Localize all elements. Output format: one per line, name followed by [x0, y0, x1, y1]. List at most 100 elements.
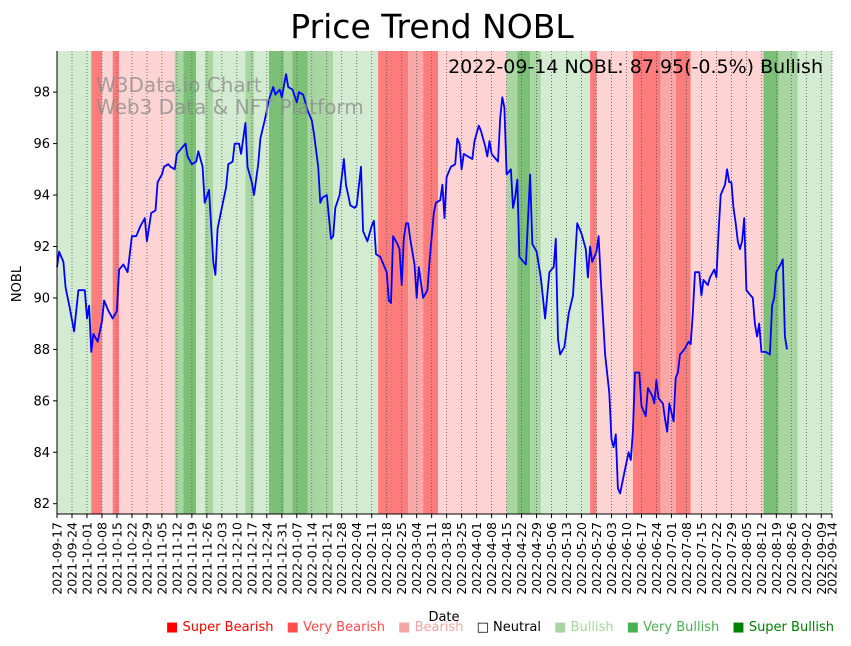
- legend-swatch-icon: ■: [732, 620, 745, 635]
- x-tick-label: 2022-03-18: [439, 522, 454, 595]
- legend-item-bearish: ■ Bearish: [398, 620, 463, 635]
- y-tick-label: 96: [33, 137, 50, 152]
- x-tick-label: 2022-03-04: [409, 522, 424, 595]
- x-tick-label: 2021-10-22: [124, 522, 139, 595]
- x-tick-label: 2022-02-18: [379, 522, 394, 595]
- x-tick-label: 2022-04-15: [499, 522, 514, 595]
- x-tick-label: 2022-02-04: [349, 522, 364, 595]
- watermark: W3Data.io Chart Web3 Data & NFT Platform: [96, 73, 364, 119]
- x-tick-label: 2022-07-01: [664, 522, 679, 595]
- regime-band-super-bearish: [378, 51, 409, 514]
- legend-label: Super Bearish: [182, 620, 274, 635]
- x-tick-label: 2022-07-29: [724, 522, 739, 595]
- x-tick-label: 2022-01-07: [289, 522, 304, 595]
- regime-band-super-bearish: [590, 51, 597, 514]
- regime-band-very-bullish: [283, 51, 293, 514]
- y-tick-label: 90: [33, 291, 50, 306]
- legend-item-very-bearish: ■ Very Bearish: [287, 620, 385, 635]
- legend: ■ Super Bearish ■ Very Bearish ■ Bearish…: [166, 620, 843, 635]
- regime-band-super-bearish: [91, 51, 102, 514]
- x-tick-label: 2022-06-03: [604, 522, 619, 595]
- x-tick-label: 2022-08-05: [739, 522, 754, 595]
- regime-bands: [57, 51, 832, 514]
- x-tick-label: 2022-05-06: [544, 522, 559, 595]
- x-tick-label: 2021-09-17: [50, 522, 65, 595]
- x-tick-label: 2021-11-26: [199, 522, 214, 595]
- regime-band-bullish: [196, 51, 205, 514]
- legend-swatch-icon: □: [476, 620, 489, 635]
- x-tick-label: 2022-05-20: [574, 522, 589, 595]
- x-tick-label: 2021-09-24: [65, 522, 80, 595]
- x-tick-label: 2022-06-24: [649, 522, 664, 595]
- regime-band-super-bearish: [423, 51, 439, 514]
- regime-band-very-bullish: [778, 51, 798, 514]
- price-line: [56, 73, 788, 495]
- regime-band-super-bullish: [517, 51, 531, 514]
- x-tick-label: 2022-03-11: [424, 522, 439, 595]
- x-tick-label: 2022-06-10: [619, 522, 634, 595]
- x-tick-label: 2022-09-14: [825, 522, 840, 595]
- x-tick-label: 2022-04-08: [484, 522, 499, 595]
- x-tick-label: 2021-10-15: [109, 522, 124, 595]
- x-tick-label: 2022-02-25: [394, 522, 409, 595]
- x-tick-label: 2022-08-12: [754, 522, 769, 595]
- x-tick-label: 2022-05-13: [559, 522, 574, 595]
- x-tick-label: 2021-11-05: [154, 522, 169, 595]
- x-tick-label: 2021-10-01: [80, 522, 95, 595]
- regime-band-super-bearish: [112, 51, 120, 514]
- legend-label: Bullish: [570, 620, 614, 635]
- watermark-line-2: Web3 Data & NFT Platform: [96, 95, 364, 119]
- regime-band-bullish: [333, 51, 379, 514]
- legend-label: Very Bullish: [643, 620, 720, 635]
- x-tick-label: 2022-04-22: [514, 522, 529, 595]
- regime-band-super-bullish: [763, 51, 779, 514]
- regime-band-super-bearish: [675, 51, 691, 514]
- legend-swatch-icon: ■: [166, 620, 179, 635]
- y-tick-label: 86: [33, 394, 50, 409]
- status-annotation: 2022-09-14 NOBL: 87.95(-0.5%) Bullish: [448, 56, 823, 78]
- y-tick-label: 98: [33, 86, 50, 101]
- legend-item-super-bearish: ■ Super Bearish: [166, 620, 274, 635]
- y-tick-label: 94: [33, 189, 50, 204]
- x-tick-label: 2022-01-21: [319, 522, 334, 595]
- x-tick-label: 2021-12-31: [274, 522, 289, 595]
- y-tick-label: 82: [33, 497, 50, 512]
- regime-band-very-bullish: [530, 51, 541, 514]
- legend-label: Very Bearish: [303, 620, 385, 635]
- regime-band-very-bullish: [506, 51, 518, 514]
- regime-band-bullish: [57, 51, 92, 514]
- y-tick-label: 88: [33, 343, 50, 358]
- x-tick-label: 2022-09-09: [814, 522, 829, 595]
- x-tick-label: 2021-12-03: [214, 522, 229, 595]
- x-tick-label: 2022-07-15: [694, 522, 709, 595]
- regime-band-bearish: [101, 51, 113, 514]
- regime-band-super-bullish: [183, 51, 197, 514]
- regime-band-super-bullish: [292, 51, 308, 514]
- regime-band-very-bullish: [204, 51, 214, 514]
- legend-label: Neutral: [493, 620, 541, 635]
- x-tick-label: 2021-12-10: [229, 522, 244, 595]
- regime-band-very-bearish: [660, 51, 676, 514]
- y-tick-label: 92: [33, 240, 50, 255]
- x-tick-label: 2021-12-17: [244, 522, 259, 595]
- x-tick-label: 2022-05-27: [589, 522, 604, 595]
- x-tick-label: 2022-02-11: [364, 522, 379, 595]
- legend-swatch-icon: ■: [286, 620, 299, 635]
- x-tick-label: 2022-03-25: [454, 522, 469, 595]
- x-tick-label: 2022-04-29: [529, 522, 544, 595]
- regime-band-bullish: [213, 51, 246, 514]
- regime-band-bearish: [438, 51, 507, 514]
- regime-band-very-bullish: [174, 51, 184, 514]
- legend-swatch-icon: ■: [626, 620, 640, 635]
- watermark-line-1: W3Data.io Chart: [96, 73, 262, 97]
- x-tick-label: 2021-10-08: [95, 522, 110, 595]
- x-tick-label: 2022-06-17: [634, 522, 649, 595]
- price-series: [56, 73, 788, 495]
- regime-band-bullish: [797, 51, 832, 514]
- y-tick-label: 84: [33, 446, 50, 461]
- x-tick-label: 2022-01-14: [304, 522, 319, 595]
- x-tick-label: 2022-08-26: [784, 522, 799, 595]
- x-tick-label: 2021-10-29: [139, 522, 154, 595]
